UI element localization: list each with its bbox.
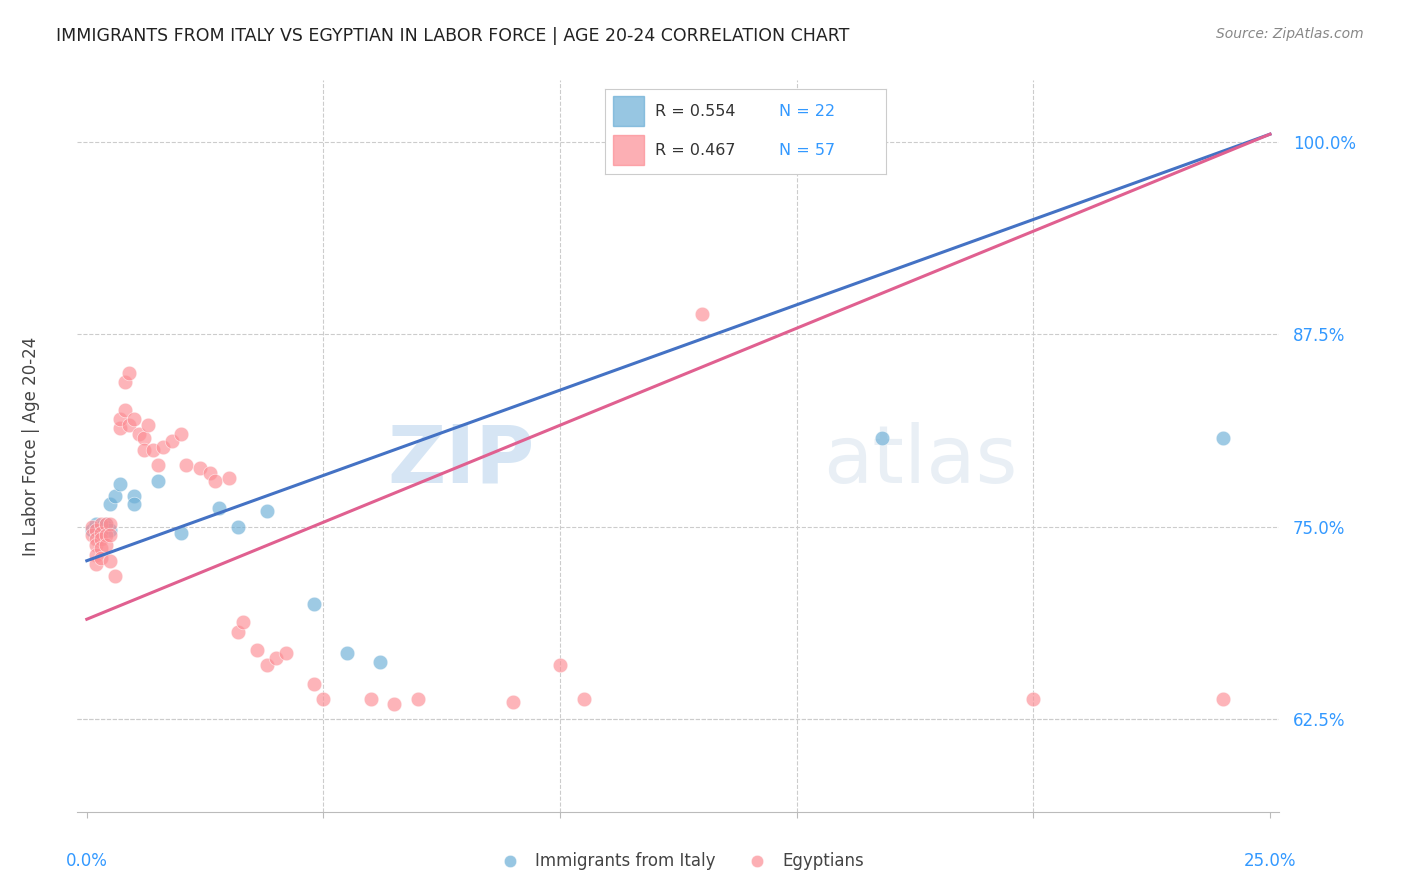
Point: [1212, 431, 1234, 445]
Point: [128, 427, 150, 442]
Point: [204, 474, 226, 488]
Point: [94, 516, 117, 531]
Point: [108, 421, 131, 435]
Point: [80, 527, 103, 541]
Point: [152, 440, 174, 454]
Text: R = 0.467: R = 0.467: [655, 143, 735, 158]
Point: [136, 418, 159, 433]
Text: In Labor Force | Age 20-24: In Labor Force | Age 20-24: [22, 336, 39, 556]
Point: [264, 650, 287, 665]
Point: [226, 520, 249, 534]
Point: [84, 532, 107, 546]
Point: [302, 597, 325, 611]
Point: [146, 474, 169, 488]
Point: [80, 520, 103, 534]
Point: [274, 646, 297, 660]
Point: [368, 656, 391, 670]
Text: IMMIGRANTS FROM ITALY VS EGYPTIAN IN LABOR FORCE | AGE 20-24 CORRELATION CHART: IMMIGRANTS FROM ITALY VS EGYPTIAN IN LAB…: [56, 27, 849, 45]
Point: [90, 516, 112, 531]
Point: [84, 557, 107, 571]
Text: N = 57: N = 57: [779, 143, 835, 158]
Point: [118, 418, 141, 433]
Point: [90, 526, 112, 541]
Point: [94, 516, 117, 531]
Bar: [613, 135, 644, 165]
Point: [690, 307, 713, 321]
Point: [122, 412, 145, 426]
Point: [1022, 692, 1045, 706]
Point: [360, 692, 382, 706]
Point: [90, 523, 112, 537]
Point: [336, 646, 359, 660]
Point: [118, 366, 141, 380]
Point: [208, 501, 231, 516]
Point: [90, 550, 112, 565]
Point: [384, 697, 406, 711]
Point: [312, 692, 335, 706]
Point: [84, 516, 107, 531]
Point: [114, 402, 136, 417]
Point: [548, 658, 571, 673]
Point: [100, 527, 122, 541]
Point: [94, 520, 117, 534]
Point: [142, 442, 165, 457]
Point: [502, 695, 524, 709]
Point: [100, 554, 122, 568]
Point: [94, 527, 117, 541]
Point: [246, 643, 269, 657]
Point: [94, 538, 117, 552]
Point: [104, 569, 127, 583]
Text: 0.0%: 0.0%: [66, 852, 108, 870]
Point: [406, 692, 429, 706]
Point: [108, 412, 131, 426]
Point: [174, 458, 197, 473]
Point: [90, 532, 112, 546]
Point: [232, 615, 254, 630]
Point: [190, 461, 212, 475]
Point: [104, 489, 127, 503]
Point: [572, 692, 595, 706]
Point: [114, 375, 136, 389]
Point: [170, 427, 193, 442]
Point: [256, 504, 278, 518]
Point: [84, 538, 107, 552]
Point: [100, 497, 122, 511]
Point: [198, 466, 221, 480]
Legend: Immigrants from Italy, Egyptians: Immigrants from Italy, Egyptians: [486, 846, 870, 877]
Text: Source: ZipAtlas.com: Source: ZipAtlas.com: [1216, 27, 1364, 41]
Bar: [613, 96, 644, 127]
Point: [146, 458, 169, 473]
Point: [100, 523, 122, 537]
Text: 25.0%: 25.0%: [1244, 852, 1296, 870]
Point: [90, 541, 112, 556]
Point: [218, 470, 240, 484]
Point: [90, 520, 112, 534]
Text: R = 0.554: R = 0.554: [655, 103, 735, 119]
Point: [870, 431, 893, 445]
Point: [108, 476, 131, 491]
Point: [84, 523, 107, 537]
Point: [256, 658, 278, 673]
Point: [160, 434, 183, 448]
Point: [84, 548, 107, 562]
Text: N = 22: N = 22: [779, 103, 835, 119]
Point: [80, 523, 103, 537]
Point: [132, 431, 155, 445]
Point: [122, 489, 145, 503]
Point: [1212, 692, 1234, 706]
Text: ZIP: ZIP: [387, 422, 534, 500]
Text: atlas: atlas: [823, 422, 1017, 500]
Point: [100, 516, 122, 531]
Point: [302, 677, 325, 691]
Point: [170, 526, 193, 541]
Point: [132, 442, 155, 457]
Point: [226, 624, 249, 639]
Point: [122, 497, 145, 511]
